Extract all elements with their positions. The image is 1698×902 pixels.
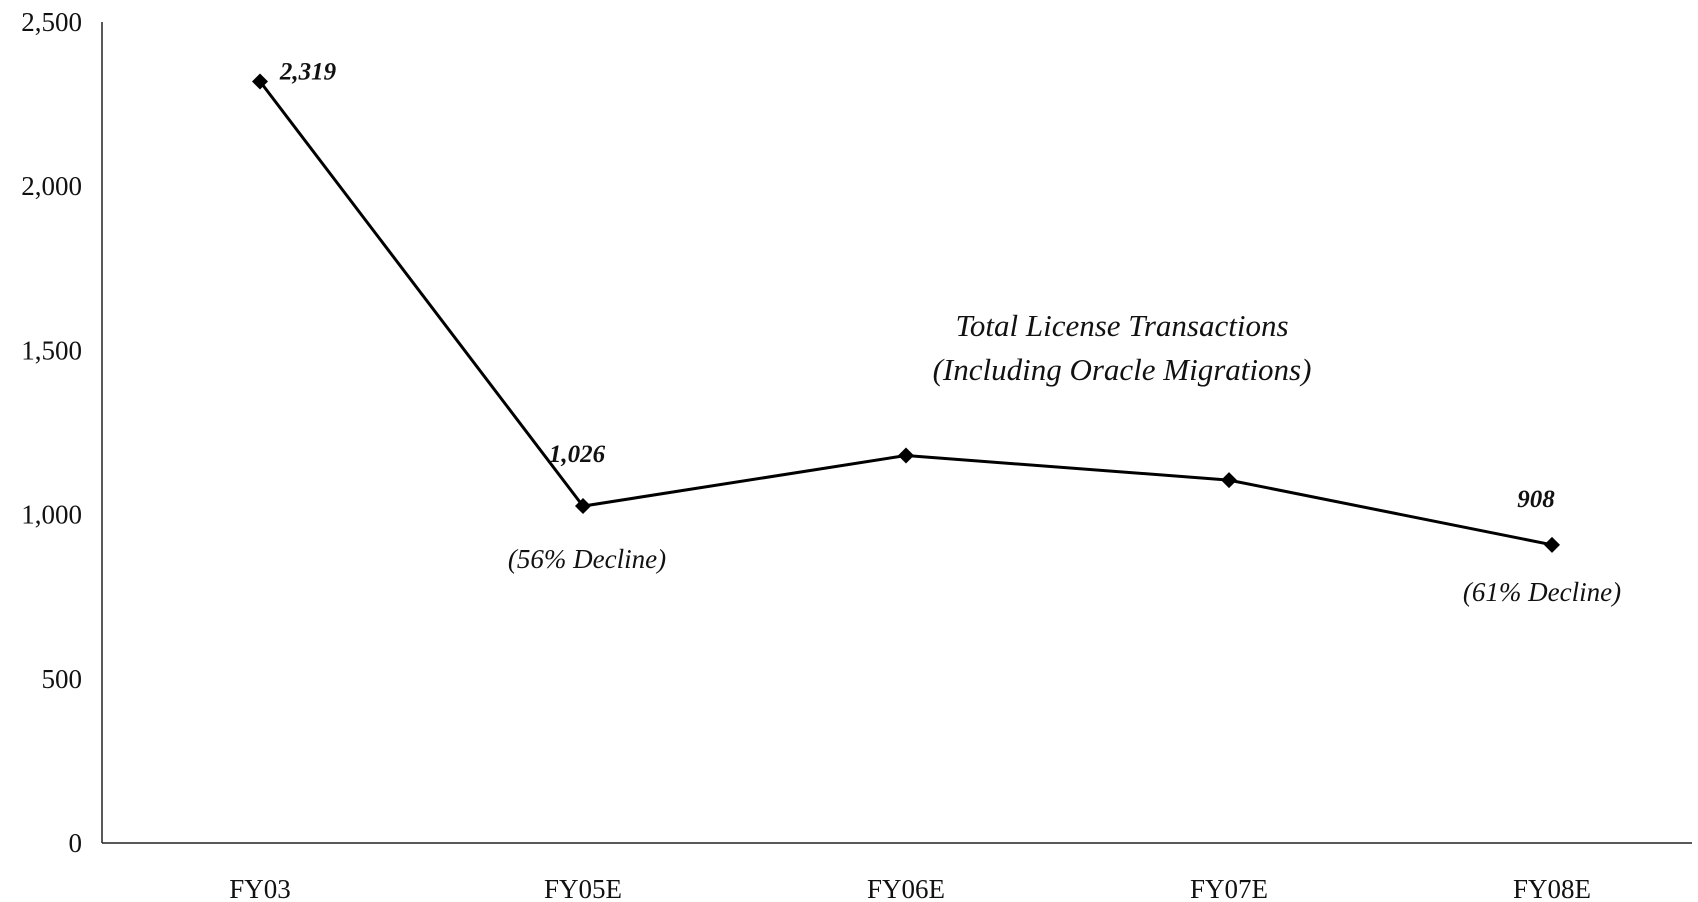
axes	[101, 22, 1692, 844]
y-tick-label: 2,500	[21, 7, 82, 37]
x-tick-label: FY05E	[544, 874, 622, 902]
y-tick-label: 1,000	[21, 500, 82, 530]
y-tick-label: 500	[42, 664, 83, 694]
series-line	[258, 80, 1553, 547]
data-labels: 2,319 1,026 908	[279, 58, 1555, 512]
x-tick-labels: FY03 FY05E FY06E FY07E FY08E	[229, 874, 1591, 902]
x-tick-label: FY08E	[1513, 874, 1591, 902]
data-label: 1,026	[549, 441, 606, 468]
data-point-marker	[1544, 536, 1560, 553]
chart-title: Total License Transactions	[955, 308, 1288, 343]
data-point-marker	[1221, 472, 1237, 489]
x-tick-label: FY06E	[867, 874, 945, 902]
data-point-marker	[252, 73, 268, 90]
data-point-marker	[898, 447, 914, 464]
y-tick-label: 0	[69, 828, 83, 858]
data-label: 908	[1517, 486, 1555, 513]
y-tick-labels: 0 500 1,000 1,500 2,000 2,500	[21, 7, 82, 858]
x-tick-label: FY07E	[1190, 874, 1268, 902]
decline-annotation: (56% Decline)	[508, 544, 666, 574]
series-markers	[252, 73, 1560, 553]
x-tick-label: FY03	[229, 874, 291, 902]
y-tick-label: 1,500	[21, 335, 82, 365]
chart-subtitle: (Including Oracle Migrations)	[933, 352, 1312, 387]
data-point-marker	[575, 498, 591, 515]
y-tick-label: 2,000	[21, 171, 82, 201]
decline-annotation: (61% Decline)	[1463, 577, 1621, 607]
data-label: 2,319	[279, 58, 337, 85]
annotations: (56% Decline) (61% Decline)	[508, 544, 1621, 607]
